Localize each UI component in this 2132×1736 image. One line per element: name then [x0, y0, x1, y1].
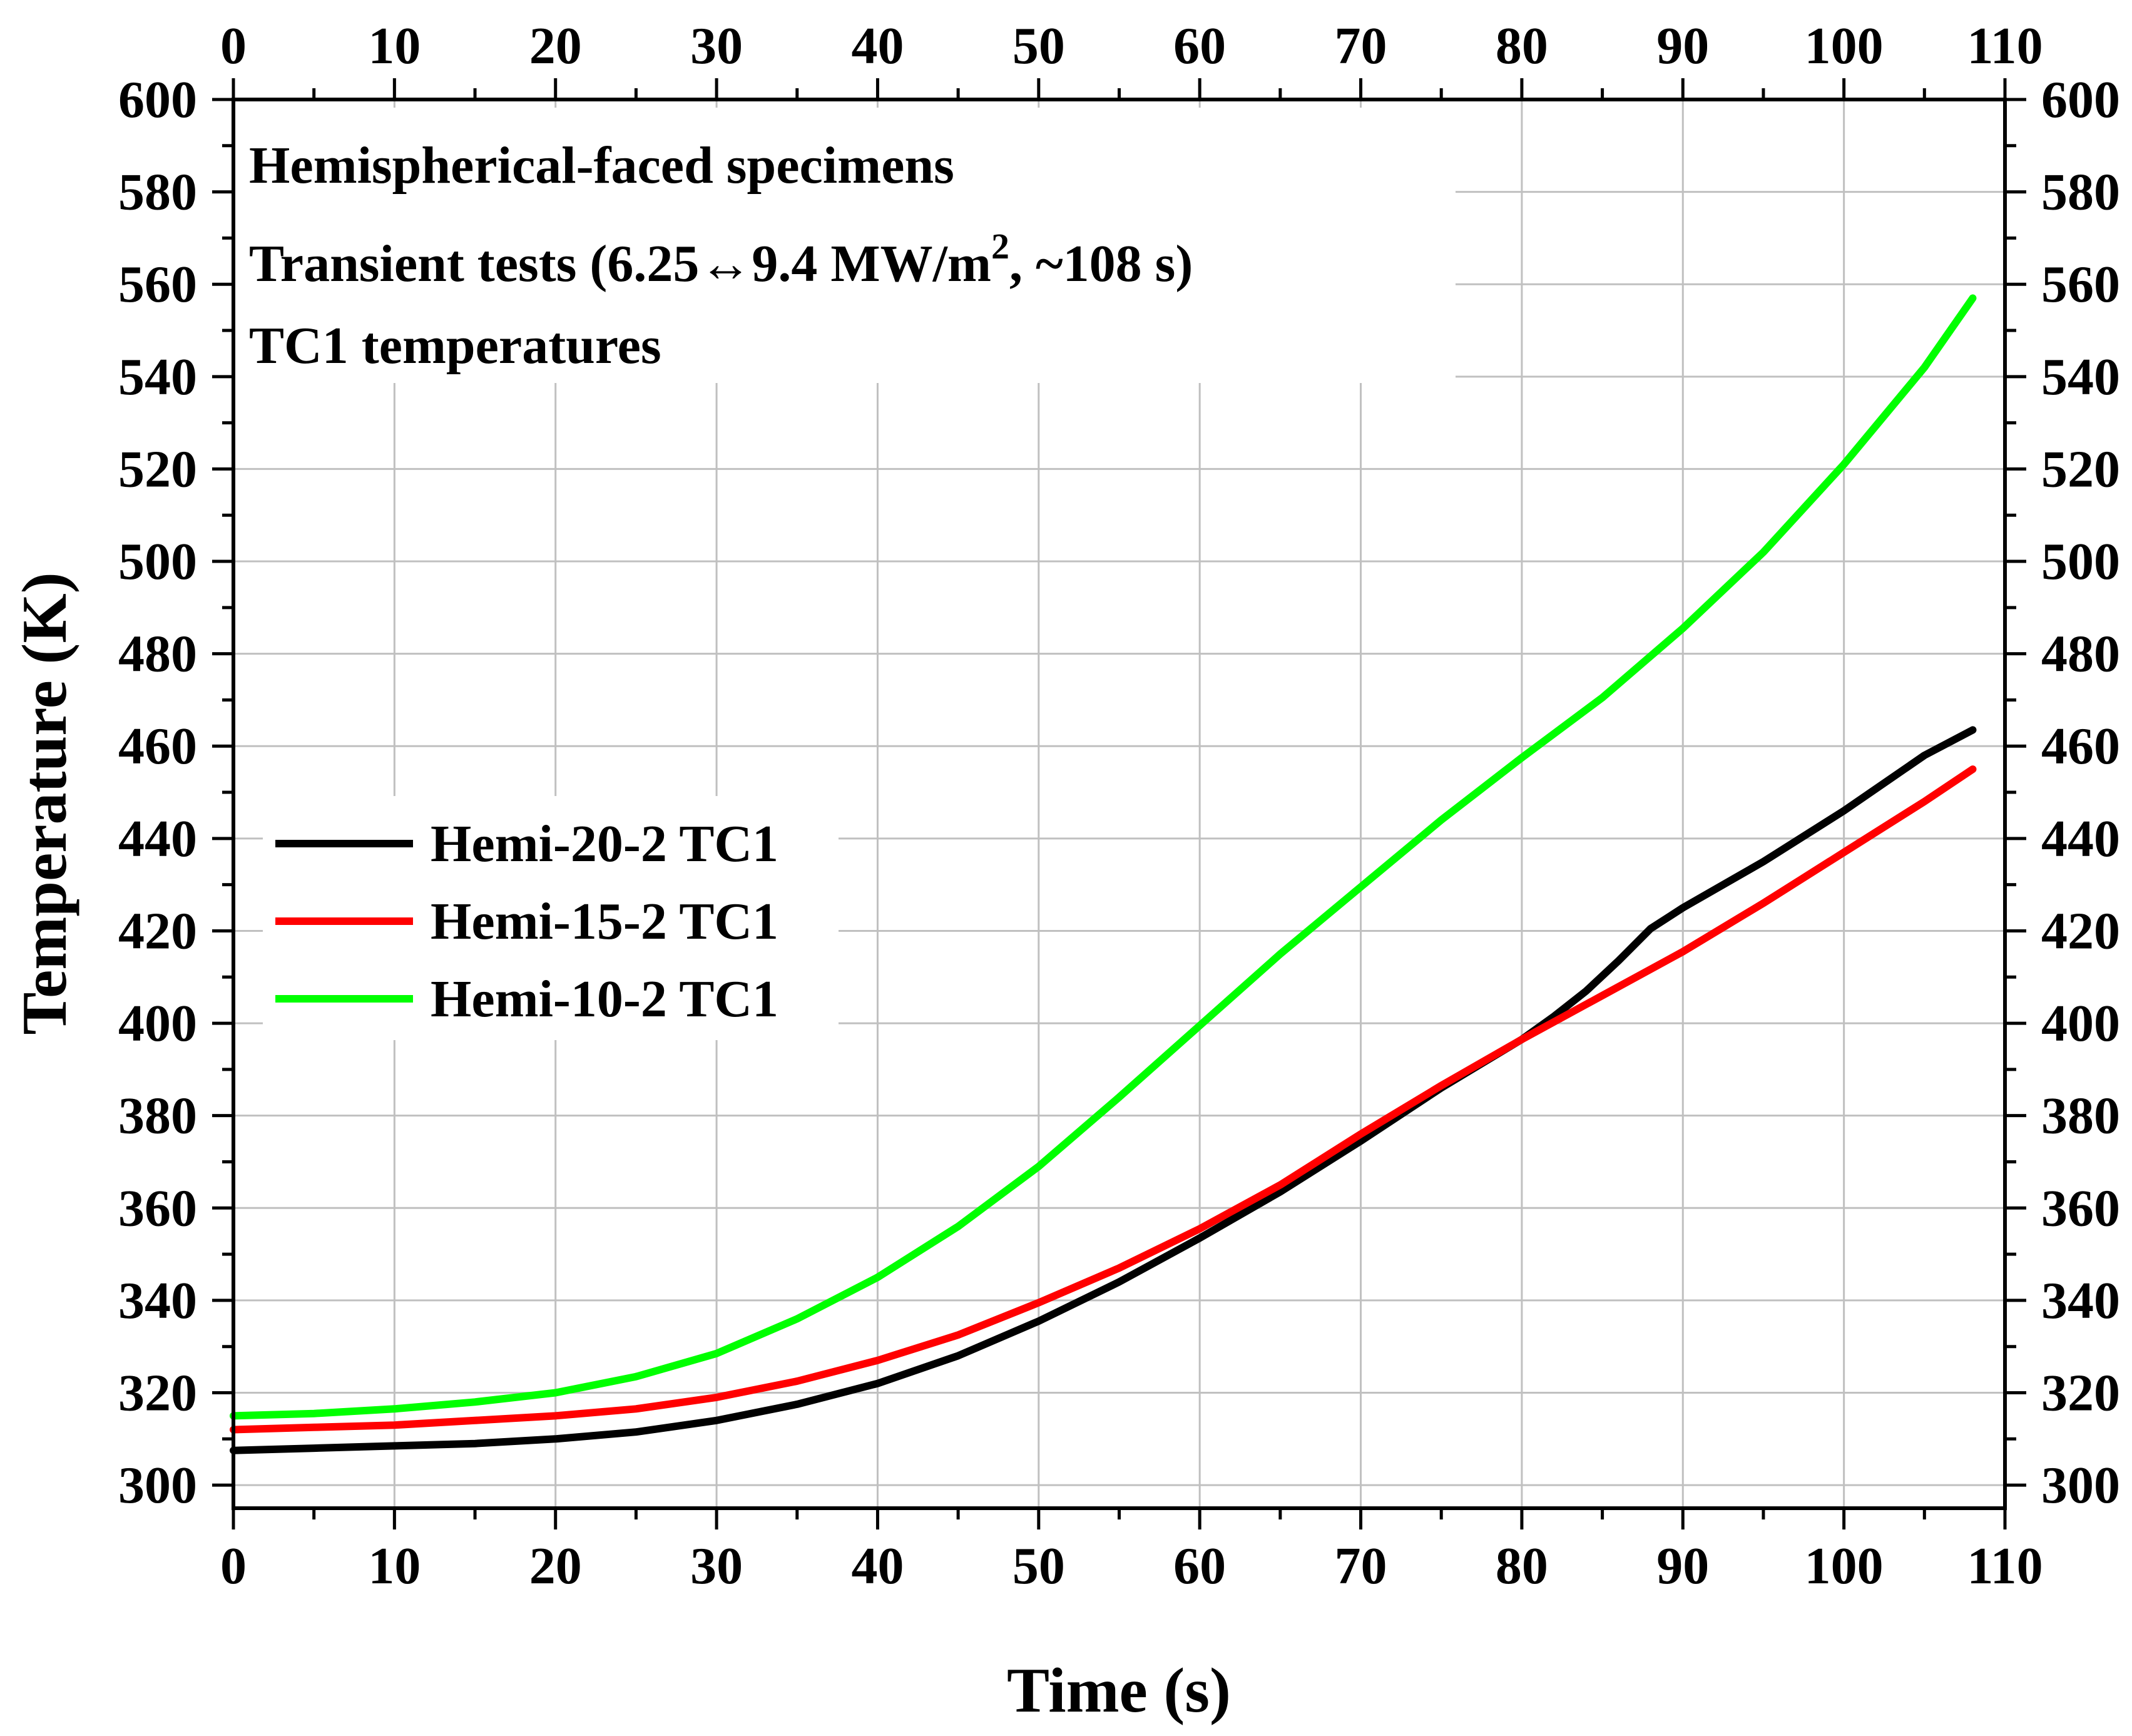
y-tick-label-right: 360	[2041, 1179, 2120, 1237]
series-line-hemi-15-2-tc1	[230, 765, 1977, 1434]
legend-label-hemi-10-2: Hemi-10-2 TC1	[431, 970, 778, 1028]
y-tick-label-right: 380	[2041, 1087, 2120, 1145]
annotation: Hemispherical-faced specimens Transient …	[249, 136, 1193, 375]
legend-label-hemi-15-2: Hemi-15-2 TC1	[431, 892, 778, 951]
series-line-hemi-10-2-tc1	[230, 294, 1977, 1420]
y-tick-label-right: 560	[2041, 255, 2120, 314]
x-tick-label-top: 100	[1805, 17, 1884, 75]
y-tick-label-left: 440	[118, 810, 197, 868]
x-tick-label-bottom: 90	[1656, 1537, 1709, 1595]
x-tick-label-top: 50	[1012, 17, 1065, 75]
y-tick-label-right: 340	[2041, 1272, 2120, 1330]
bottom-tick-labels: 0 10 20 30 40 50 60 70 80 90 100 110	[220, 1537, 2043, 1595]
x-tick-label-bottom: 110	[1967, 1537, 2043, 1595]
annotation-line-1: Hemispherical-faced specimens	[249, 136, 954, 195]
x-tick-label-bottom: 40	[851, 1537, 904, 1595]
y-tick-label-left: 320	[118, 1364, 197, 1422]
legend: Hemi-20-2 TC1 Hemi-15-2 TC1 Hemi-10-2 TC…	[263, 796, 839, 1040]
x-tick-label-bottom: 30	[690, 1537, 743, 1595]
y-tick-label-right: 540	[2041, 348, 2120, 406]
x-tick-label-top: 10	[368, 17, 421, 75]
annotation-superscript: 2	[991, 226, 1009, 267]
y-tick-label-right: 480	[2041, 625, 2120, 683]
annotation-background	[235, 108, 1456, 383]
y-tick-label-left: 560	[118, 255, 197, 314]
x-tick-label-bottom: 50	[1012, 1537, 1065, 1595]
y-tick-label-left: 400	[118, 994, 197, 1053]
y-tick-label-right: 420	[2041, 902, 2120, 960]
y-tick-label-left: 480	[118, 625, 197, 683]
y-tick-label-right: 600	[2041, 71, 2120, 129]
top-tick-labels: 0 10 20 30 40 50 60 70 80 90 100 110	[220, 17, 2043, 75]
y-tick-label-right: 300	[2041, 1456, 2120, 1514]
x-tick-label-bottom: 100	[1805, 1537, 1884, 1595]
y-tick-label-left: 340	[118, 1272, 197, 1330]
y-tick-label-left: 580	[118, 163, 197, 222]
x-tick-label-top: 20	[529, 17, 582, 75]
annotation-line-2-prefix: Transient tests (6.25↔9.4 MW/m	[249, 235, 991, 293]
y-tick-label-left: 300	[118, 1456, 197, 1514]
x-tick-label-top: 70	[1335, 17, 1387, 75]
y-tick-label-left: 600	[118, 71, 197, 129]
y-tick-label-right: 320	[2041, 1364, 2120, 1422]
x-tick-label-bottom: 10	[368, 1537, 421, 1595]
x-tick-label-top: 30	[690, 17, 743, 75]
y-tick-label-left: 360	[118, 1179, 197, 1237]
y-tick-label-right: 400	[2041, 994, 2120, 1053]
x-tick-label-bottom: 60	[1173, 1537, 1226, 1595]
annotation-line-2: Transient tests (6.25↔9.4 MW/m2, ~108 s)	[249, 226, 1193, 293]
x-tick-label-top: 90	[1656, 17, 1709, 75]
x-tick-label-bottom: 70	[1335, 1537, 1387, 1595]
annotation-line-2-suffix: , ~108 s)	[1009, 235, 1193, 293]
annotation-line-3: TC1 temperatures	[249, 317, 661, 375]
x-tick-label-top: 40	[851, 17, 904, 75]
y-tick-label-right: 440	[2041, 810, 2120, 868]
y-tick-label-right: 520	[2041, 440, 2120, 498]
x-tick-label-bottom: 80	[1496, 1537, 1548, 1595]
series-lines	[230, 294, 1977, 1454]
left-tick-labels: 300 320 340 360 380 400 420 440 460 480 500 520 540 5…	[118, 71, 197, 1514]
axis-ticks	[212, 78, 2026, 1529]
y-tick-label-right: 460	[2041, 717, 2120, 775]
y-tick-label-right: 500	[2041, 533, 2120, 591]
y-tick-label-right: 580	[2041, 163, 2120, 222]
x-tick-label-top: 80	[1496, 17, 1548, 75]
series-line-hemi-20-2-tc1	[230, 726, 1977, 1454]
y-tick-label-left: 520	[118, 440, 197, 498]
x-tick-label-top: 60	[1173, 17, 1226, 75]
x-tick-label-top: 0	[220, 17, 247, 75]
y-tick-label-left: 420	[118, 902, 197, 960]
x-tick-label-bottom: 20	[529, 1537, 582, 1595]
y-tick-label-left: 380	[118, 1087, 197, 1145]
y-axis-title: Temperature (K)	[9, 572, 80, 1034]
right-tick-labels: 300 320 340 360 380 400 420 440 460 480 500 520 540 5…	[2041, 71, 2120, 1514]
x-tick-label-top: 110	[1967, 17, 2043, 75]
y-tick-label-left: 500	[118, 533, 197, 591]
x-tick-label-bottom: 0	[220, 1537, 247, 1595]
x-axis-title: Time (s)	[1007, 1655, 1231, 1726]
legend-label-hemi-20-2: Hemi-20-2 TC1	[431, 815, 778, 873]
y-tick-label-left: 540	[118, 348, 197, 406]
y-tick-label-left: 460	[118, 717, 197, 775]
